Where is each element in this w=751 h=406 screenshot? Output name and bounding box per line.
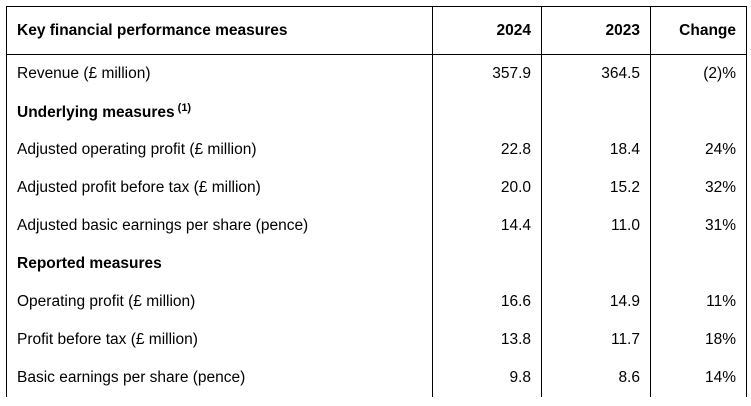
empty-cell [541,245,651,283]
footnote-marker: (1) [177,102,192,114]
header-2023: 2023 [541,6,651,55]
row-label: Revenue (£ million) [6,54,433,93]
financial-performance-table: Key financial performance measures 2024 … [6,6,747,397]
section-heading-text: Underlying measures [17,104,175,121]
row-label: Operating profit (£ million) [6,283,433,321]
table-header-row: Key financial performance measures 2024 … [6,6,747,55]
row-label: Profit before tax (£ million) [6,321,433,359]
row-change: 18% [650,321,747,359]
row-label: Basic earnings per share (pence) [6,359,433,397]
table-row-revenue: Revenue (£ million) 357.9 364.5 (2)% [6,54,747,93]
row-value-2024: 22.8 [432,131,542,169]
row-label: Adjusted operating profit (£ million) [6,131,433,169]
row-change: 24% [650,131,747,169]
section-heading: Reported measures [6,245,433,283]
row-value-2024: 14.4 [432,207,542,245]
section-reported-measures: Reported measures [6,245,747,283]
header-measures: Key financial performance measures [6,6,433,55]
row-label: Adjusted profit before tax (£ million) [6,169,433,207]
empty-cell [432,245,542,283]
row-value-2023: 11.7 [541,321,651,359]
table-row-adjusted-profit-before-tax: Adjusted profit before tax (£ million) 2… [6,169,747,207]
empty-cell [650,93,747,131]
section-underlying-measures: Underlying measures (1) [6,93,747,131]
row-value-2023: 14.9 [541,283,651,321]
header-2024: 2024 [432,6,542,55]
table-row-adjusted-basic-eps: Adjusted basic earnings per share (pence… [6,207,747,245]
row-value-2023: 15.2 [541,169,651,207]
row-value-2024: 9.8 [432,359,542,397]
row-value-2023: 8.6 [541,359,651,397]
row-change: 31% [650,207,747,245]
row-change: 11% [650,283,747,321]
row-change: 14% [650,359,747,397]
row-change: (2)% [650,54,747,93]
row-value-2024: 357.9 [432,54,542,93]
table-row-profit-before-tax: Profit before tax (£ million) 13.8 11.7 … [6,321,747,359]
row-value-2023: 11.0 [541,207,651,245]
section-heading: Underlying measures (1) [6,93,433,131]
empty-cell [541,93,651,131]
table-row-adjusted-operating-profit: Adjusted operating profit (£ million) 22… [6,131,747,169]
row-change: 32% [650,169,747,207]
row-value-2024: 20.0 [432,169,542,207]
empty-cell [650,245,747,283]
table-row-basic-eps: Basic earnings per share (pence) 9.8 8.6… [6,359,747,397]
row-value-2023: 364.5 [541,54,651,93]
row-value-2024: 13.8 [432,321,542,359]
row-label: Adjusted basic earnings per share (pence… [6,207,433,245]
header-change: Change [650,6,747,55]
row-value-2023: 18.4 [541,131,651,169]
row-value-2024: 16.6 [432,283,542,321]
table-row-operating-profit: Operating profit (£ million) 16.6 14.9 1… [6,283,747,321]
empty-cell [432,93,542,131]
